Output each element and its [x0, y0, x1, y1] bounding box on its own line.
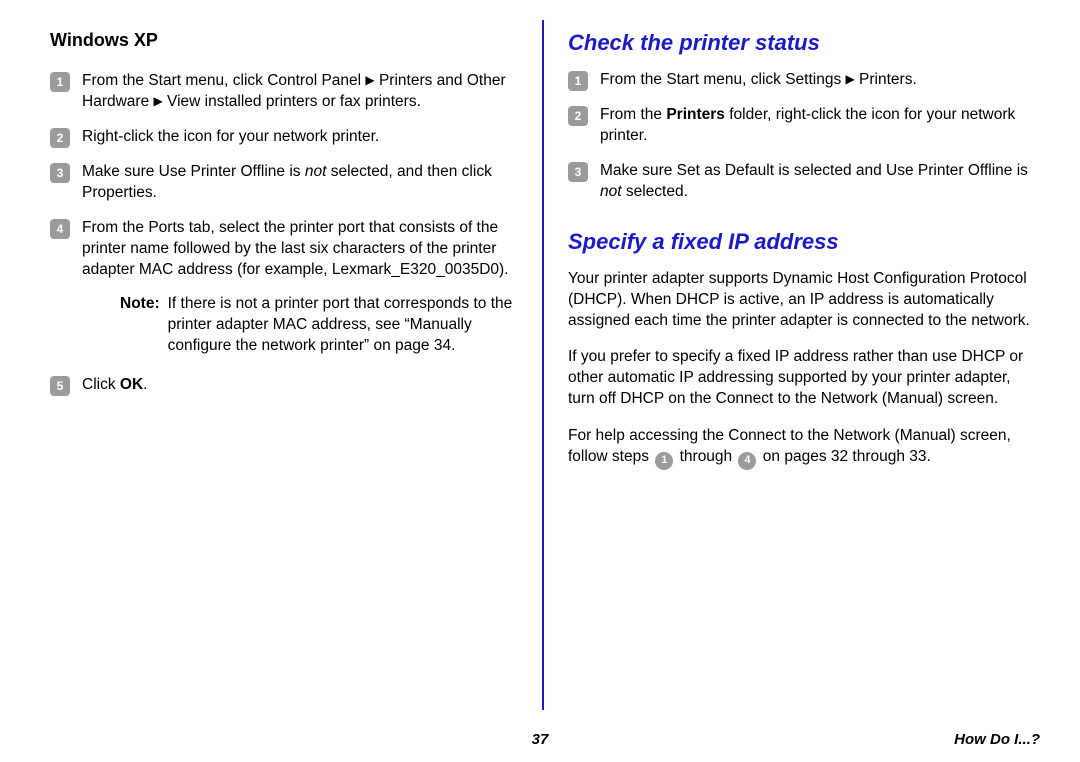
- step-item: 1 From the Start menu, click Control Pan…: [50, 71, 522, 113]
- step-item: 4 From the Ports tab, select the printer…: [50, 218, 522, 281]
- step-text: Make sure Set as Default is selected and…: [600, 161, 1040, 203]
- step-number-badge: 3: [50, 163, 70, 183]
- step-item: 3 Make sure Use Printer Offline is not s…: [50, 162, 522, 204]
- inline-step-badge: 4: [738, 452, 756, 470]
- step-item: 2 From the Printers folder, right-click …: [568, 105, 1040, 147]
- left-column: Windows XP 1 From the Start menu, click …: [30, 30, 542, 700]
- step-text: Click OK.: [82, 375, 522, 396]
- step-item: 5 Click OK.: [50, 375, 522, 396]
- step-number-badge: 3: [568, 162, 588, 182]
- section-heading: Check the printer status: [568, 30, 1040, 56]
- paragraph: Your printer adapter supports Dynamic Ho…: [568, 269, 1040, 332]
- step-number-badge: 1: [50, 72, 70, 92]
- step-number-badge: 2: [568, 106, 588, 126]
- step-text: From the Start menu, click Settings ▶ Pr…: [600, 70, 1040, 91]
- section-heading: Specify a fixed IP address: [568, 229, 1040, 255]
- note-label: Note:: [120, 294, 160, 357]
- page-content: Windows XP 1 From the Start menu, click …: [0, 0, 1080, 700]
- step-number-badge: 1: [568, 71, 588, 91]
- para-text: through: [675, 448, 736, 465]
- right-column: Check the printer status 1 From the Star…: [544, 30, 1060, 700]
- step-item: 1 From the Start menu, click Settings ▶ …: [568, 70, 1040, 91]
- paragraph: If you prefer to specify a fixed IP addr…: [568, 347, 1040, 410]
- step-text: Make sure Use Printer Offline is not sel…: [82, 162, 522, 204]
- step-number-badge: 5: [50, 376, 70, 396]
- step-text: Right-click the icon for your network pr…: [82, 127, 522, 148]
- paragraph: For help accessing the Connect to the Ne…: [568, 426, 1040, 469]
- note-text: If there is not a printer port that corr…: [168, 294, 522, 357]
- step-item: 2 Right-click the icon for your network …: [50, 127, 522, 148]
- footer-section-title: How Do I...?: [954, 731, 1040, 748]
- step-text: From the Printers folder, right-click th…: [600, 105, 1040, 147]
- para-text: on pages 32 through 33.: [758, 448, 930, 465]
- inline-step-badge: 1: [655, 452, 673, 470]
- note-block: Note: If there is not a printer port tha…: [120, 294, 522, 357]
- step-number-badge: 2: [50, 128, 70, 148]
- step-item: 3 Make sure Set as Default is selected a…: [568, 161, 1040, 203]
- page-number: 37: [532, 731, 549, 748]
- step-number-badge: 4: [50, 219, 70, 239]
- os-heading: Windows XP: [50, 30, 522, 51]
- step-text: From the Start menu, click Control Panel…: [82, 71, 522, 113]
- step-text: From the Ports tab, select the printer p…: [82, 218, 522, 281]
- page-footer: 37 How Do I...?: [0, 731, 1080, 748]
